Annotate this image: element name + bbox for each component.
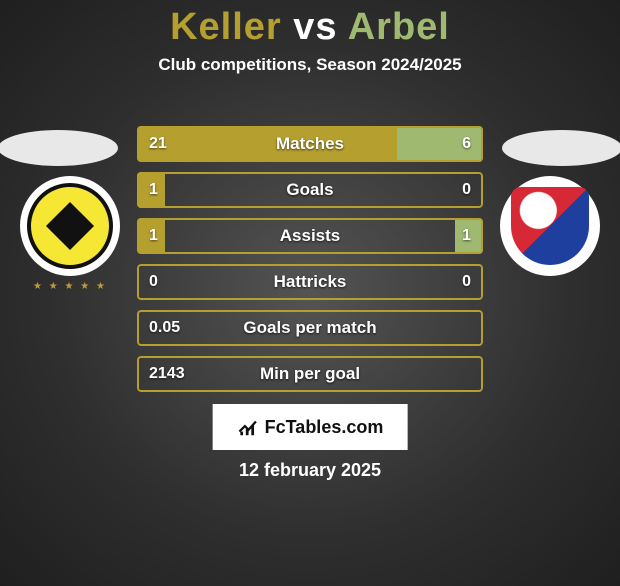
stat-label: Goals [286,180,333,200]
stat-row: 0 0 Hattricks [137,264,483,300]
team-a-logo: ★ ★ ★ ★ ★ [20,176,120,276]
player-b-name: Arbel [348,6,450,48]
stat-label: Min per goal [260,364,360,384]
chart-icon [237,416,259,438]
stat-row: 1 0 Goals [137,172,483,208]
page-title: Keller vs Arbel [0,6,620,49]
team-a-stars-icon: ★ ★ ★ ★ ★ [20,281,120,292]
stat-value-b: 0 [462,181,471,199]
stat-fill-a [137,126,397,162]
brand-text: FcTables.com [265,417,384,438]
stat-row: 0.05 Goals per match [137,310,483,346]
vs-separator: vs [293,6,337,48]
stat-label: Hattricks [274,272,347,292]
stat-value-b: 6 [462,135,471,153]
team-a-badge-icon [27,183,113,269]
stat-row: 2143 Min per goal [137,356,483,392]
stats-table: 21 6 Matches 1 0 Goals 1 1 Assists 0 0 Hattricks 0.0… [137,126,483,402]
platform-oval-right [502,130,620,166]
stat-value-a: 0.05 [149,319,180,337]
platform-oval-left [0,130,118,166]
stat-value-b: 0 [462,273,471,291]
stat-label: Goals per match [243,318,376,338]
stat-value-a: 0 [149,273,158,291]
date-text: 12 february 2025 [0,460,620,481]
team-b-logo [500,176,600,276]
stat-value-a: 21 [149,135,167,153]
team-b-badge-icon [511,187,589,265]
stat-value-a: 1 [149,181,158,199]
stat-value-a: 1 [149,227,158,245]
stat-row: 21 6 Matches [137,126,483,162]
stat-value-a: 2143 [149,365,185,383]
stat-value-b: 1 [462,227,471,245]
player-a-name: Keller [170,6,282,48]
stat-label: Matches [276,134,344,154]
subtitle: Club competitions, Season 2024/2025 [0,55,620,75]
brand-badge: FcTables.com [213,404,408,450]
stat-label: Assists [280,226,340,246]
stat-row: 1 1 Assists [137,218,483,254]
